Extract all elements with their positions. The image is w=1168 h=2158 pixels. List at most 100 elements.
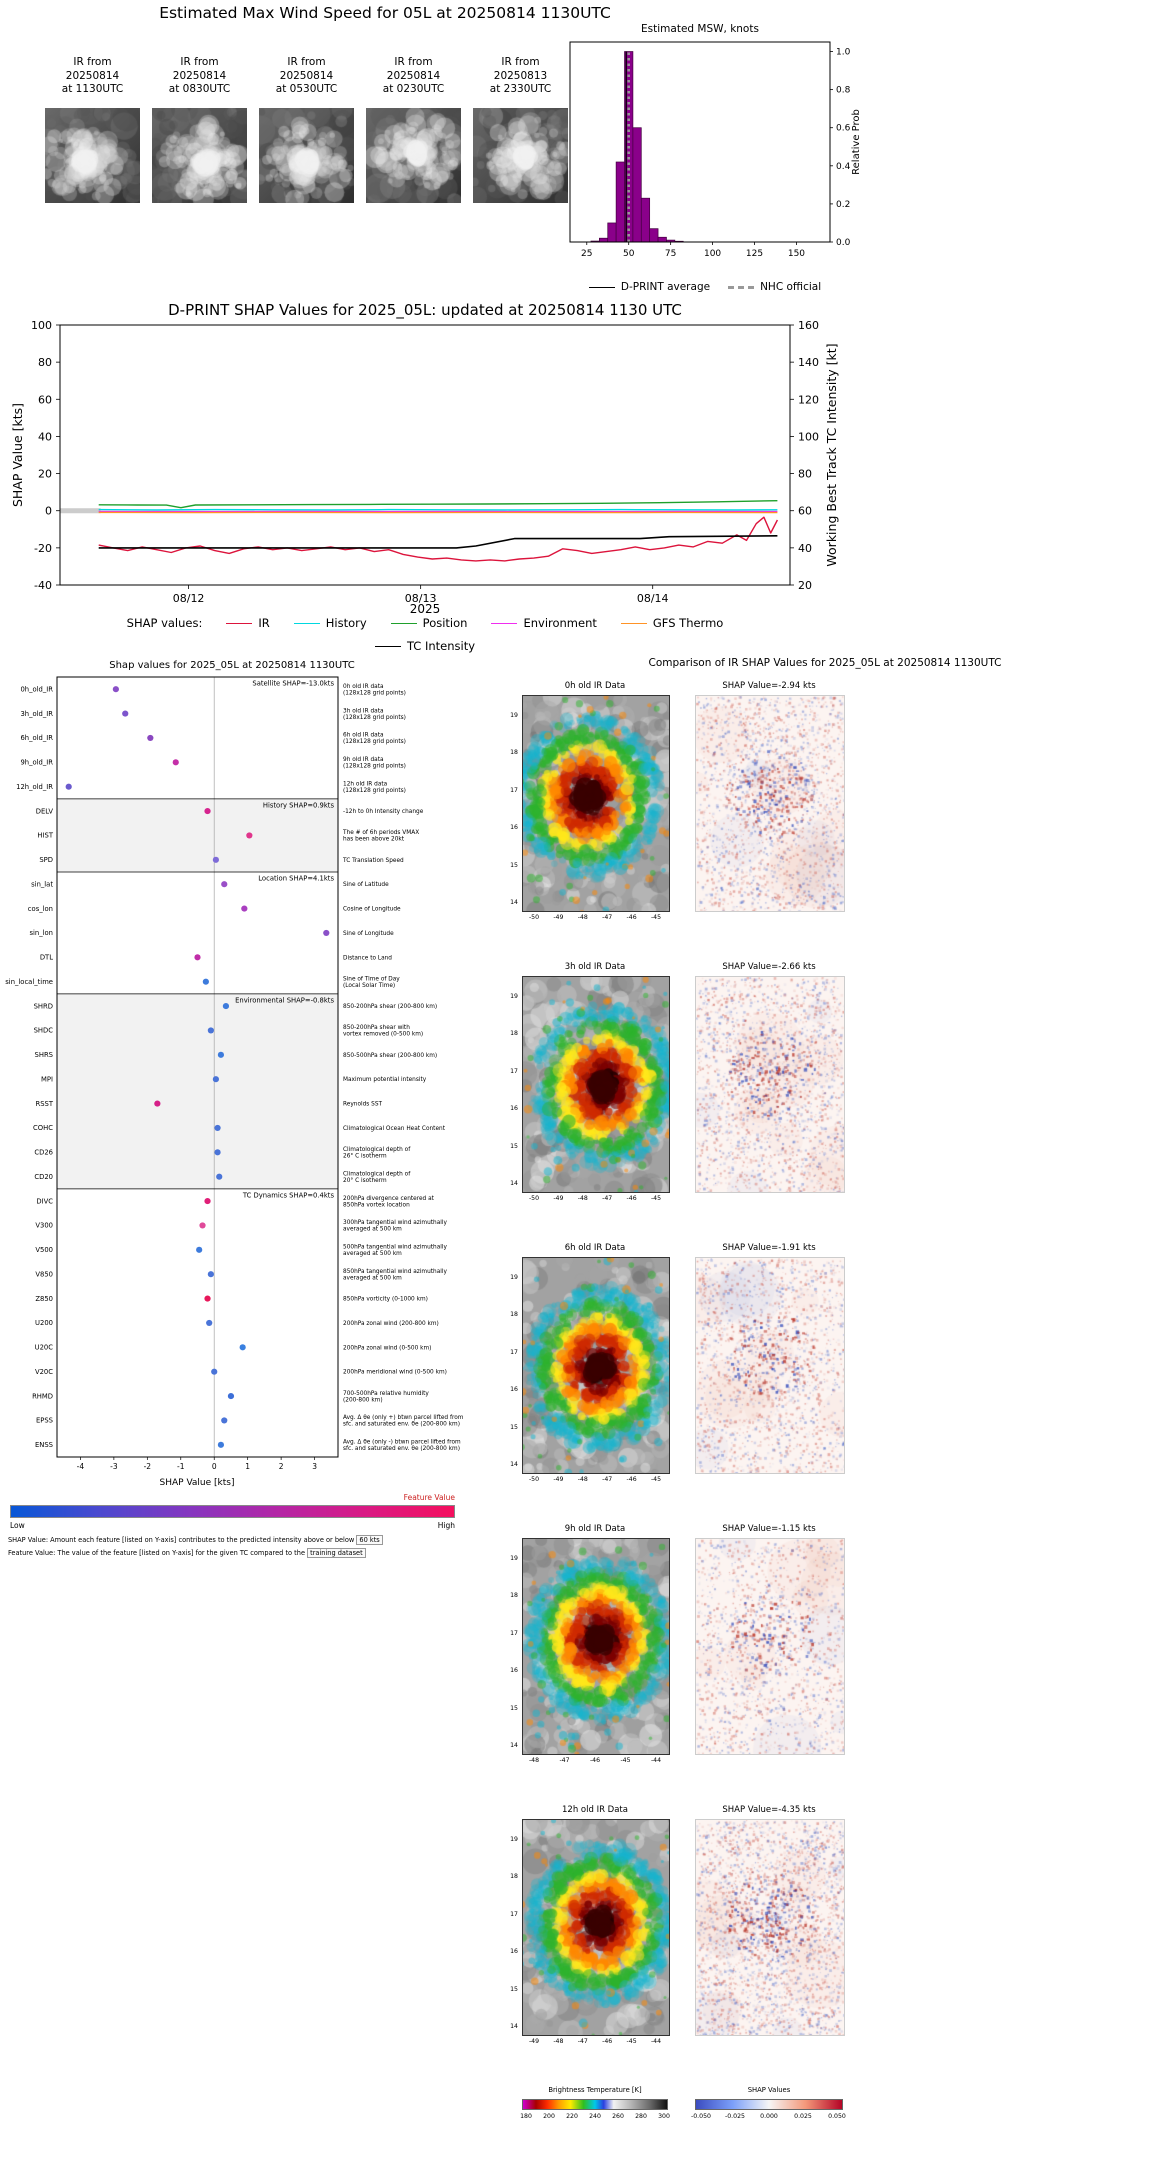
feature-name-label: MPI [41, 1075, 53, 1083]
shap-dot [154, 1100, 161, 1107]
shap-dot [241, 905, 248, 912]
shap-dot [246, 832, 253, 839]
shap-value-footnote: SHAP Value: Amount each feature [listed … [8, 1535, 383, 1545]
lat-tick-label: 19 [510, 712, 518, 720]
lat-tick-label: 16 [510, 824, 518, 832]
lat-tick-label: 19 [510, 1274, 518, 1282]
feature-description: (128x128 grid points) [343, 739, 406, 745]
legend-label-position: Position [422, 616, 468, 630]
ir-thumbnail-label: IR from 20250814 at 1130UTC [34, 56, 151, 97]
ir-thumbnail-label-line: IR from [501, 56, 540, 68]
x-tick-label: -3 [110, 1462, 118, 1471]
shap-tick-label: 0.000 [760, 2113, 778, 2120]
feature-description: (128x128 grid points) [343, 764, 406, 770]
histogram-plot-area: 25 50 75 100 125 150 0.0 0.2 0.4 0.6 0.8 1.0 [569, 41, 851, 259]
histogram-bar [599, 237, 609, 243]
histogram-legend: D-PRINT average NHC official [540, 281, 870, 293]
lat-tick-label: 18 [510, 1311, 518, 1319]
ir-map-title: 0h old IR Data [564, 681, 626, 691]
feature-description: Sine of Time of Day [343, 976, 400, 982]
shap-dot [207, 1271, 214, 1278]
lon-tick-label: -47 [602, 1195, 613, 1202]
x-tick-label: 3 [312, 1462, 317, 1471]
feature-value-colorbar-label: Feature Value [403, 1493, 455, 1502]
feature-description: Avg. Δ θe (only +) btwn parcel lifted fr… [343, 1415, 464, 1421]
bt-tick-label: 260 [612, 2113, 624, 2120]
nhc-official-line-swatch [728, 285, 755, 289]
lon-tick-label: -49 [553, 914, 564, 921]
feature-description: 850hPa tangential wind azimuthally [343, 1269, 447, 1275]
history-line-swatch [293, 622, 320, 624]
legend-label-nhc-official: NHC official [760, 281, 822, 293]
lat-tick-label: 15 [510, 861, 518, 869]
left-tick-label: 40 [38, 430, 52, 443]
series-IR [98, 516, 779, 562]
x-tick-label: 08/13 [405, 592, 437, 605]
dotplot-xlabel: SHAP Value [kts] [160, 1478, 235, 1488]
shap-dot [227, 1392, 235, 1400]
shap-map-title: SHAP Value=-2.66 kts [722, 962, 816, 972]
lon-tick-label: -45 [626, 2038, 637, 2045]
feature-description: Maximum potential intensity [343, 1077, 427, 1083]
feature-description: Sine of Longitude [343, 931, 394, 937]
lon-tick-label: -48 [577, 1476, 588, 1483]
page-title: Estimated Max Wind Speed for 05L at 2025… [159, 4, 611, 22]
feature-description: TC Translation Speed [342, 858, 404, 864]
lon-tick-label: -46 [602, 2038, 613, 2045]
left-tick-label: 80 [38, 356, 52, 369]
group-shap-label: Environmental SHAP=-0.8kts [235, 996, 334, 1004]
feature-description: 700-500hPa relative humidity [343, 1391, 429, 1397]
feature-description: Climatological depth of [343, 1171, 411, 1177]
x-tick-label: 0 [212, 1462, 217, 1471]
feature-description: 9h old IR data [343, 757, 384, 763]
timeseries-plot-area: 100 80 60 40 20 0 -20 -40 160 140 120 100 80 60 40 20 08… [31, 319, 819, 605]
feature-description: (128x128 grid points) [343, 715, 406, 721]
feature-name-label: RHMD [32, 1392, 53, 1400]
lon-tick-label: -46 [626, 914, 637, 921]
shap-values-colorbar-ticks: -0.050 -0.025 0.000 0.025 0.050 [495, 2113, 895, 2123]
ir-thumbnail-label-line: 20250813 [493, 69, 548, 82]
feature-description: 200hPa zonal wind (0-500 km) [343, 1345, 431, 1351]
ir-map-image [522, 695, 670, 912]
brightness-temperature-colorbar [522, 2099, 668, 2110]
feature-description: 300hPa tangential wind azimuthally [343, 1220, 447, 1226]
group-shap-label: Location SHAP=4.1kts [258, 875, 334, 883]
lat-tick-label: 14 [510, 1742, 518, 1750]
feature-value-footnote: Feature Value: The value of the feature … [8, 1548, 366, 1558]
legend-item-history: History [293, 616, 367, 630]
feature-name-label: 0h_old_IR [20, 685, 53, 693]
x-tick-label: -4 [77, 1462, 85, 1471]
dprint-average-line-swatch [588, 286, 615, 288]
lat-tick-label: 16 [510, 1105, 518, 1113]
dotplot-plot-area: 0h_old_IR 0h old IR data(128x128 grid poi… [5, 676, 464, 1471]
feature-name-label: SPD [39, 856, 53, 864]
x-tick-label: 08/12 [173, 592, 205, 605]
lon-tick-label: -50 [528, 1195, 540, 1202]
x-tick-label: 2 [279, 1462, 284, 1471]
shap-values-colorbar-label: SHAP Values [747, 2086, 791, 2094]
feature-description: -12h to 0h Intensity change [343, 809, 424, 815]
legend-label-dprint-average: D-PRINT average [620, 281, 711, 293]
left-tick-label: 100 [31, 319, 52, 332]
y-tick-label: 0.8 [836, 86, 851, 96]
feature-description: Sine of Latitude [343, 882, 389, 888]
lon-tick-label: -48 [553, 2038, 564, 2045]
legend-item-nhc-official: NHC official [728, 281, 821, 293]
group-shading [57, 993, 338, 1189]
x-tick-label: 100 [704, 249, 721, 259]
feature-description: Climatological Ocean Heat Content [343, 1126, 446, 1132]
lat-tick-label: 14 [510, 1461, 518, 1469]
bt-tick-label: 300 [658, 2113, 670, 2120]
lat-tick-label: 14 [510, 1180, 518, 1188]
ir-map-image [522, 1819, 670, 2036]
shap-dot [65, 783, 72, 790]
ir-map-image [522, 1257, 670, 1474]
lon-tick-label: -49 [528, 2038, 540, 2045]
legend-item-environment: Environment [491, 616, 597, 630]
shap-dot [211, 1368, 218, 1375]
x-tick-label: -2 [144, 1462, 152, 1471]
right-tick-label: 40 [798, 542, 812, 555]
shap-dot [204, 1197, 211, 1205]
histogram-bar [657, 236, 667, 243]
feature-description: 6h old IR data [343, 733, 384, 739]
